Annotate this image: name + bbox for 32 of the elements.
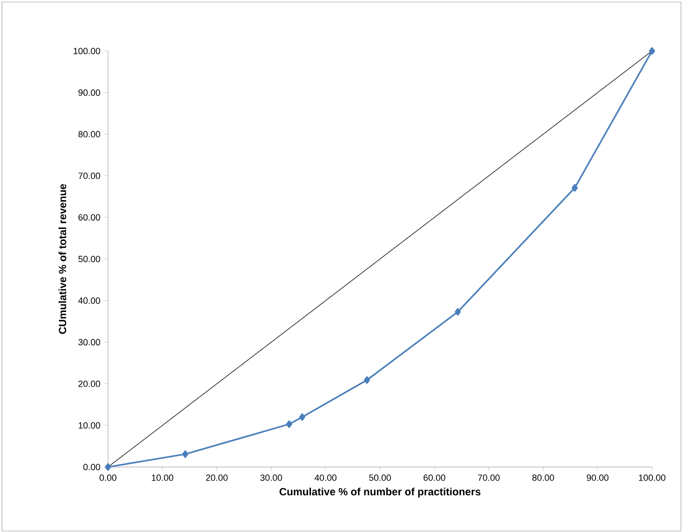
y-axis-title: CUmulative % of total revenue [58,184,66,334]
x-tick-label: 60.00 [424,474,446,481]
x-tick-label: 50.00 [369,474,391,481]
x-tick-label: 30.00 [260,474,282,481]
point [572,184,578,192]
x-tick-label: 40.00 [314,474,336,481]
y-tick-label: 50.00 [78,256,100,262]
x-tick-label: 0.00 [100,474,116,481]
point [364,376,370,384]
point [286,420,292,428]
y-tick-label: 70.00 [78,172,100,179]
point [648,47,656,55]
y-tick-label: 60.00 [78,214,100,221]
y-tick-label: 100.00 [74,48,100,54]
y-tick-label: 30.00 [78,339,100,346]
x-tick-label: 10.00 [152,474,174,481]
y-tick-label: 10.00 [78,422,100,429]
point [104,463,112,471]
point [454,308,461,316]
x-axis-title: Cumulative % of number of practitioners [280,488,480,498]
y-tick-label: 0.00 [83,464,100,470]
point [182,450,188,458]
x-tick-label: 70.00 [478,474,500,481]
x-tick-label: 80.00 [532,474,554,481]
point [299,413,306,421]
x-tick-label: 90.00 [586,474,608,481]
y-tick-label: 20.00 [78,380,100,387]
y-tick-label: 40.00 [78,297,100,304]
y-tick-label: 90.00 [78,89,100,96]
y-tick-label: 80.00 [78,131,100,138]
x-tick-label: 100.00 [638,474,666,481]
x-tick-label: 20.00 [206,474,228,481]
